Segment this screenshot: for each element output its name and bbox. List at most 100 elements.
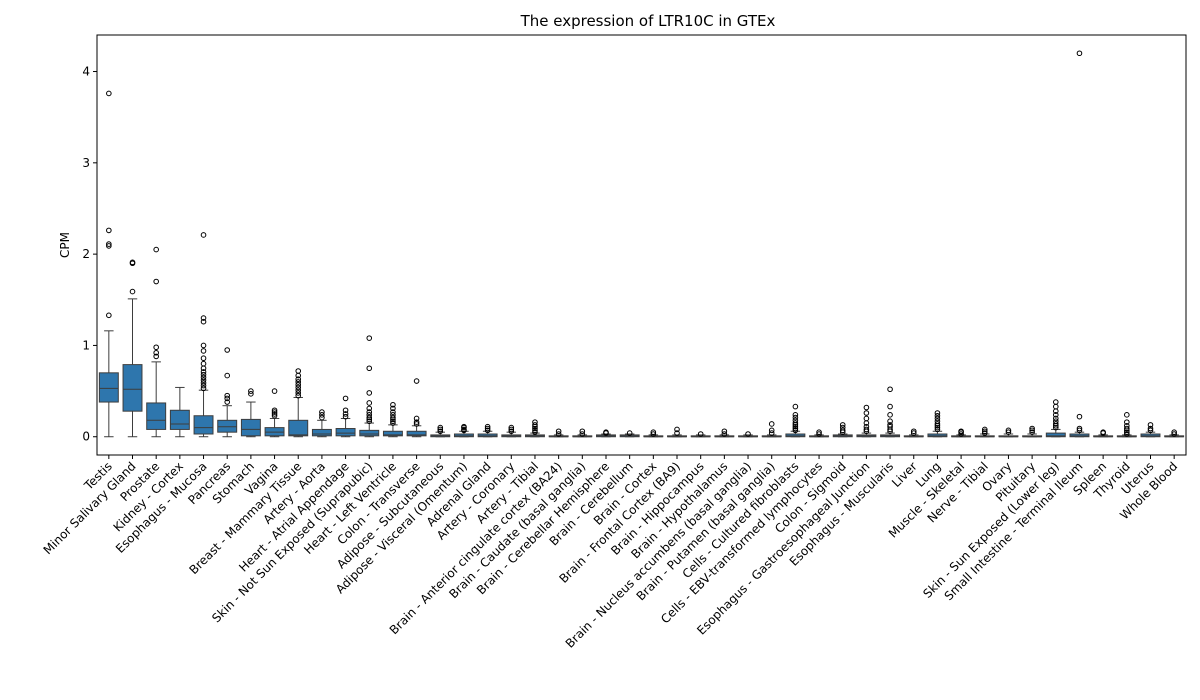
outlier-point (271, 407, 278, 414)
y-tick-label: 1 (82, 338, 90, 352)
outlier-point (934, 418, 941, 425)
outlier-point (200, 377, 207, 383)
box-group (335, 395, 356, 438)
outlier-point (1052, 415, 1059, 422)
outlier-point (366, 418, 373, 425)
box-group (856, 404, 877, 438)
outlier-point (674, 430, 680, 436)
outlier-point (721, 428, 728, 435)
outlier-point (366, 390, 373, 396)
outlier-point (508, 426, 515, 433)
outlier-point (342, 407, 349, 414)
outlier-point (390, 414, 396, 421)
outlier-point (958, 431, 964, 437)
outlier-point (768, 421, 775, 427)
box-group (738, 431, 759, 438)
box-group (359, 335, 380, 438)
box (359, 429, 380, 437)
box-group (1164, 429, 1185, 438)
outlier-point (1171, 431, 1177, 437)
outlier-point (200, 380, 207, 386)
outlier-point (390, 405, 396, 412)
outlier-point (1005, 429, 1012, 435)
outlier-point (792, 420, 799, 426)
outlier-point (1124, 431, 1130, 437)
outlier-point (200, 342, 207, 349)
y-tick-label: 3 (82, 156, 90, 170)
outlier-point (1052, 403, 1059, 410)
outlier-point (579, 431, 586, 437)
outlier-point (224, 392, 231, 399)
outlier-point (1124, 422, 1130, 429)
box-group (667, 426, 687, 438)
box-group (974, 426, 995, 438)
outlier-point (1124, 425, 1130, 432)
outlier-point (816, 431, 822, 437)
outlier-point (295, 387, 302, 393)
outlier-point (887, 418, 893, 425)
outlier-point (1076, 50, 1083, 57)
outlier-point (390, 418, 396, 425)
outlier-point (934, 421, 941, 427)
outlier-point (413, 415, 420, 422)
outlier-point (319, 409, 325, 415)
outlier-point (484, 427, 491, 434)
box-group (477, 423, 498, 438)
box-group (761, 421, 782, 438)
box-group (382, 401, 403, 438)
outlier-point (295, 384, 302, 391)
outlier-point (1124, 412, 1130, 418)
box-group (596, 429, 616, 438)
outlier-point (342, 413, 349, 420)
box-group (998, 427, 1019, 438)
outlier-point (839, 424, 846, 431)
outlier-point (863, 423, 870, 430)
outlier-point (910, 430, 917, 436)
outlier-point (366, 400, 373, 406)
outlier-point (248, 391, 254, 397)
box-group (169, 386, 190, 438)
outlier-point (1052, 412, 1059, 418)
outlier-point (271, 412, 278, 419)
outlier-point (1052, 421, 1059, 427)
outlier-point (650, 429, 657, 435)
box (1045, 432, 1066, 438)
outlier-point (745, 431, 751, 437)
outlier-point (839, 427, 846, 434)
box-group (809, 429, 830, 438)
y-tick-label: 0 (82, 430, 90, 444)
box (240, 418, 261, 437)
outlier-point (461, 423, 467, 430)
box-group (311, 409, 332, 438)
outlier-point (650, 431, 657, 437)
box-group (785, 403, 806, 438)
outlier-point (153, 246, 159, 253)
box-group (714, 428, 735, 438)
outlier-point (200, 360, 207, 367)
outlier-point (934, 412, 941, 419)
outlier-point (863, 410, 870, 416)
outlier-point (295, 376, 302, 383)
outlier-point (390, 401, 396, 408)
outlier-point (863, 404, 870, 411)
outlier-point (271, 411, 278, 417)
outlier-point (1100, 429, 1106, 435)
outlier-point (721, 431, 728, 437)
outlier-point (792, 427, 799, 434)
box-group (548, 428, 569, 438)
outlier-point (342, 395, 349, 402)
outlier-point (224, 399, 231, 405)
outlier-point (295, 368, 302, 374)
box-group (1140, 422, 1161, 438)
outlier-point (792, 414, 799, 421)
box-group (217, 347, 238, 438)
outlier-point (366, 412, 373, 418)
outlier-point (508, 428, 515, 435)
outlier-point (437, 426, 444, 433)
outlier-point (1052, 418, 1059, 425)
box-group (1116, 412, 1137, 438)
outlier-point (461, 426, 467, 433)
outlier-point (1029, 427, 1035, 434)
